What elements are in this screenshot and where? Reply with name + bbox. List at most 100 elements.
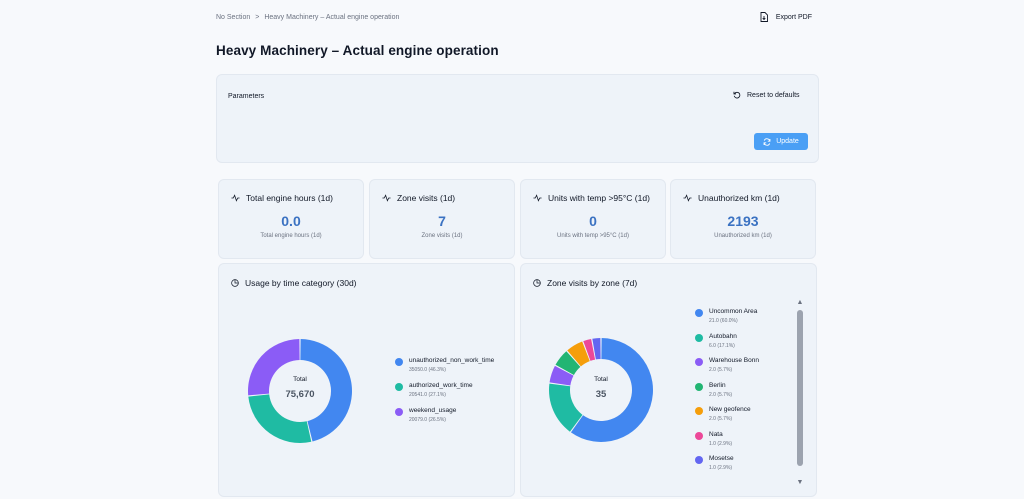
kpi-title: Total engine hours (1d) [231,193,333,203]
kpi-title-text: Total engine hours (1d) [246,193,333,203]
legend-value: 1.0 (2.9%) [709,440,733,447]
legend-label: Mosetse [709,455,734,462]
legend-swatch [695,431,703,440]
legend-item[interactable]: Mosetse 1.0 (2.9%) [695,455,734,471]
scroll-thumb[interactable] [797,310,803,466]
legend-swatch [695,358,703,366]
donut-center-value: 35 [595,389,607,400]
donut-slice-new-geofence[interactable] [567,341,590,367]
legend-value: 35050.0 (46.3%) [409,367,446,373]
file-export-icon [760,12,768,22]
zone-visits-by-zone-card: Zone visits by zone (7d) Total 35 Uncomm… [520,263,817,497]
parameters-panel: Parameters Reset to defaults Update [216,74,819,163]
legend-value: 20541.0 (27.1%) [409,392,446,398]
activity-icon [533,194,542,202]
legend-item[interactable]: Uncommon Area 21.0 (60.0%) [695,308,757,324]
donut-slice-autobahn[interactable] [549,383,583,432]
zone-donut-chart [549,338,653,442]
usage-donut-chart [248,339,352,443]
legend-label: Nata [709,430,723,438]
legend-value: 1.0 (2.9%) [709,465,733,471]
export-pdf-button[interactable]: Export PDF [760,12,812,22]
kpi-card-total-engine-hours: Total engine hours (1d) 0.0 Total engine… [218,179,364,259]
donut-slice-weekend-usage[interactable] [248,339,300,396]
legend-label: Berlin [709,381,726,389]
donut-slice-mosetse[interactable] [592,338,601,360]
legend-swatch [395,358,403,366]
chart-title: Usage by time category (30d) [231,278,357,288]
breadcrumb-item-current: Heavy Machinery – Actual engine operatio… [264,14,400,21]
kpi-value: 0 [589,213,597,229]
legend-value: 20079.0 (26.5%) [409,417,446,423]
pie-chart-icon [533,279,541,287]
legend-item[interactable]: Autobahn 6.0 (17.1%) [695,333,737,349]
refresh-icon [763,137,771,146]
donut-center-label: Total [293,376,307,383]
legend-label: unauthorized_non_work_time [409,357,495,364]
reset-to-defaults-button[interactable]: Reset to defaults [733,91,800,99]
legend-swatch [395,383,403,391]
activity-icon [231,194,240,202]
legend-value: 21.0 (60.0%) [709,318,738,324]
breadcrumb-separator: > [255,14,260,21]
pie-chart-icon [231,279,239,287]
legend-item[interactable]: New geofence 2.0 (5.7%) [695,406,751,422]
legend-label: New geofence [709,406,751,413]
donut-center-label: Total [594,376,608,383]
topbar: No Section > Heavy Machinery – Actual engi… [216,12,812,26]
kpi-title-text: Zone visits (1d) [397,193,456,203]
kpi-title: Zone visits (1d) [382,193,455,203]
scroll-up-arrow-icon[interactable]: ▲ [796,299,804,306]
legend-label: authorized_work_time [409,382,473,389]
donut-slice-warehouse-bonn[interactable] [549,365,574,386]
legend-value: 2.0 (5.7%) [709,391,733,398]
legend-swatch [695,333,703,342]
kpi-value: 7 [438,213,446,229]
legend-label: Autobahn [709,332,737,340]
donut-center: Total 75,670 [277,376,323,400]
export-pdf-label: Export PDF [775,13,812,21]
legend-scrollbar[interactable]: ▲ ▼ [796,299,804,486]
breadcrumb-item-section[interactable]: No Section [216,14,251,21]
parameters-title: Parameters [228,93,265,100]
donut-slice-authorized-work-time[interactable] [248,394,312,443]
legend-swatch [695,407,703,415]
update-button[interactable]: Update [754,133,808,150]
legend-swatch [695,456,703,464]
legend-item[interactable]: authorized_work_time 20541.0 (27.1%) [395,382,473,398]
chart-title-text: Zone visits by zone (7d) [547,278,638,288]
kpi-subtitle: Unauthorized km (1d) [714,233,772,239]
legend-label: Uncommon Area [709,308,758,315]
activity-icon [382,194,391,202]
legend-item[interactable]: unauthorized_non_work_time 35050.0 (46.3%… [395,357,494,373]
kpi-subtitle: Units with temp >95°C (1d) [557,233,629,239]
legend-value: 2.0 (5.7%) [709,367,733,373]
legend-item[interactable]: Warehouse Bonn 2.0 (5.7%) [695,357,759,373]
legend-swatch [695,309,703,317]
kpi-subtitle: Zone visits (1d) [421,233,463,239]
legend-item[interactable]: Nata 1.0 (2.9%) [695,431,732,447]
scroll-down-arrow-icon[interactable]: ▼ [796,479,804,486]
breadcrumb: No Section > Heavy Machinery – Actual engi… [216,14,399,21]
legend-item[interactable]: Berlin 2.0 (5.7%) [695,382,732,398]
reset-label: Reset to defaults [747,91,800,99]
legend-label: Warehouse Bonn [709,357,759,364]
kpi-value: 2193 [727,213,759,229]
chart-title-text: Usage by time category (30d) [245,278,357,288]
donut-center: Total 35 [578,376,624,400]
legend-item[interactable]: weekend_usage 20079.0 (26.5%) [395,407,456,423]
legend-label: weekend_usage [409,407,457,414]
legend-swatch [395,408,403,416]
donut-slice-uncommon-area[interactable] [570,338,653,442]
legend-value: 2.0 (5.7%) [709,416,733,422]
usage-by-time-category-card: Usage by time category (30d) Total 75,67… [218,263,515,497]
legend-swatch [695,382,703,391]
page-title: Heavy Machinery – Actual engine operatio… [216,43,499,58]
kpi-title-text: Units with temp >95°C (1d) [548,193,650,203]
chart-title: Zone visits by zone (7d) [533,278,637,288]
kpi-card-units-with-temp: Units with temp >95°C (1d) 0 Units with … [520,179,666,259]
donut-slice-berlin[interactable] [555,351,581,375]
donut-slice-nata[interactable] [583,338,596,361]
kpi-value: 0.0 [281,213,301,229]
donut-slice-unauthorized-non-work-time[interactable] [300,339,352,442]
